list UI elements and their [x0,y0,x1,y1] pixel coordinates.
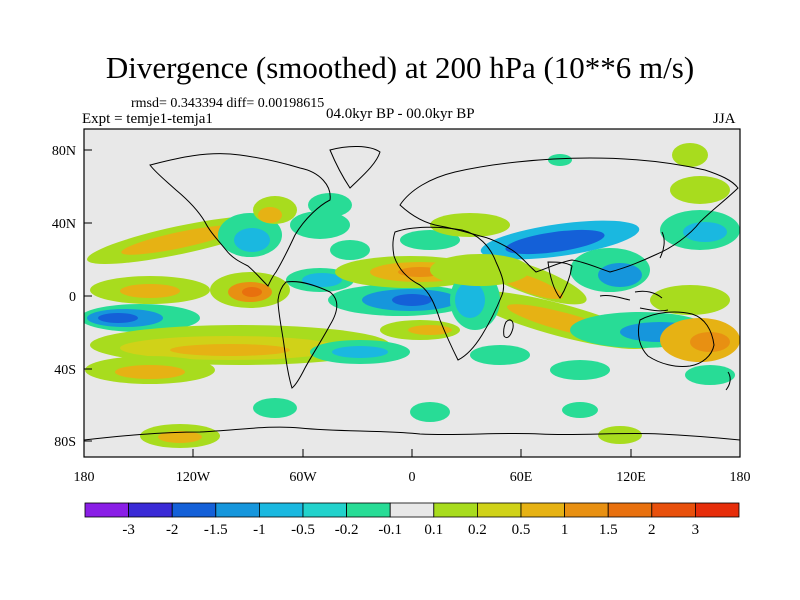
colorbar-label: -0.1 [378,522,402,538]
lat-tick-0: 0 [69,290,76,305]
south-america-outline [277,281,338,389]
stats-text: rmsd= 0.343394 diff= 0.00198615 [131,96,325,111]
colorbar-swatch [389,502,435,518]
colorbar-swatch [128,502,173,518]
season-label: JJA [713,111,736,127]
lon-tick-60w: 60W [289,470,317,485]
lat-tick-marks [84,149,92,442]
new-zealand-outline [725,371,731,391]
lat-tick-80s: 80S [54,435,76,450]
colorbar-label: -0.5 [291,522,315,538]
colorbar-swatch [302,502,347,518]
colorbar-swatch [258,502,304,518]
colorbar-label: 1.5 [599,522,618,538]
colorbar-swatch [520,502,565,518]
colorbar-swatch [84,502,129,518]
colorbar-label: -1.5 [204,522,228,538]
lon-tick-marks [83,449,741,457]
africa-outline [392,226,505,361]
colorbar-label: 0.5 [512,522,531,538]
colorbar-label: 2 [648,522,656,538]
colorbar-label: -2 [166,522,179,538]
india-outline [547,261,573,299]
period-label: 04.0kyr BP - 00.0kyr BP [326,106,475,122]
divergence-field [84,143,740,448]
colorbar-swatch [346,502,391,518]
colorbar-swatch [171,502,217,518]
lon-tick-180e: 180 [730,470,751,485]
north-america-outline [149,153,331,287]
eurasia-outline [399,157,739,273]
colorbar-swatch [651,502,696,518]
antarctica-outline [84,426,740,441]
australia-outline [637,311,715,367]
colorbar-label: 3 [692,522,700,538]
continent-outlines [84,146,740,441]
colorbar-swatch [215,502,260,518]
lon-tick-180w: 180 [74,470,95,485]
colorbar-swatch [607,502,653,518]
colorbar-swatch [433,502,478,518]
colorbar-label: -0.2 [335,522,359,538]
colorbar-label: -3 [122,522,135,538]
colorbar-label: -1 [253,522,266,538]
madagascar-outline [503,319,514,339]
indonesia-outline [599,290,669,312]
colorbar-labels: -3 -2 -1.5 -1 -0.5 -0.2 -0.1 0.1 0.2 0.5 1 1.5 2 3 [122,522,699,538]
colorbar-swatch [695,502,740,518]
colorbar-label: 0.1 [424,522,443,538]
colorbar [84,502,740,518]
lat-tick-40s: 40S [54,363,76,378]
colorbar-swatch [564,502,609,518]
lat-tick-40n: 40N [52,217,76,232]
lat-tick-80n: 80N [52,144,76,159]
lon-tick-0: 0 [409,470,416,485]
plot-title: Divergence (smoothed) at 200 hPa (10**6 … [105,50,695,85]
greenland-outline [329,146,381,189]
lon-tick-120e: 120E [616,470,646,485]
experiment-label: Expt = temje1-temja1 [82,111,213,127]
lon-tick-60e: 60E [510,470,533,485]
colorbar-label: 1 [561,522,569,538]
lon-tick-120w: 120W [176,470,211,485]
japan-outline [659,231,665,259]
colorbar-swatch [476,502,522,518]
colorbar-label: 0.2 [468,522,487,538]
